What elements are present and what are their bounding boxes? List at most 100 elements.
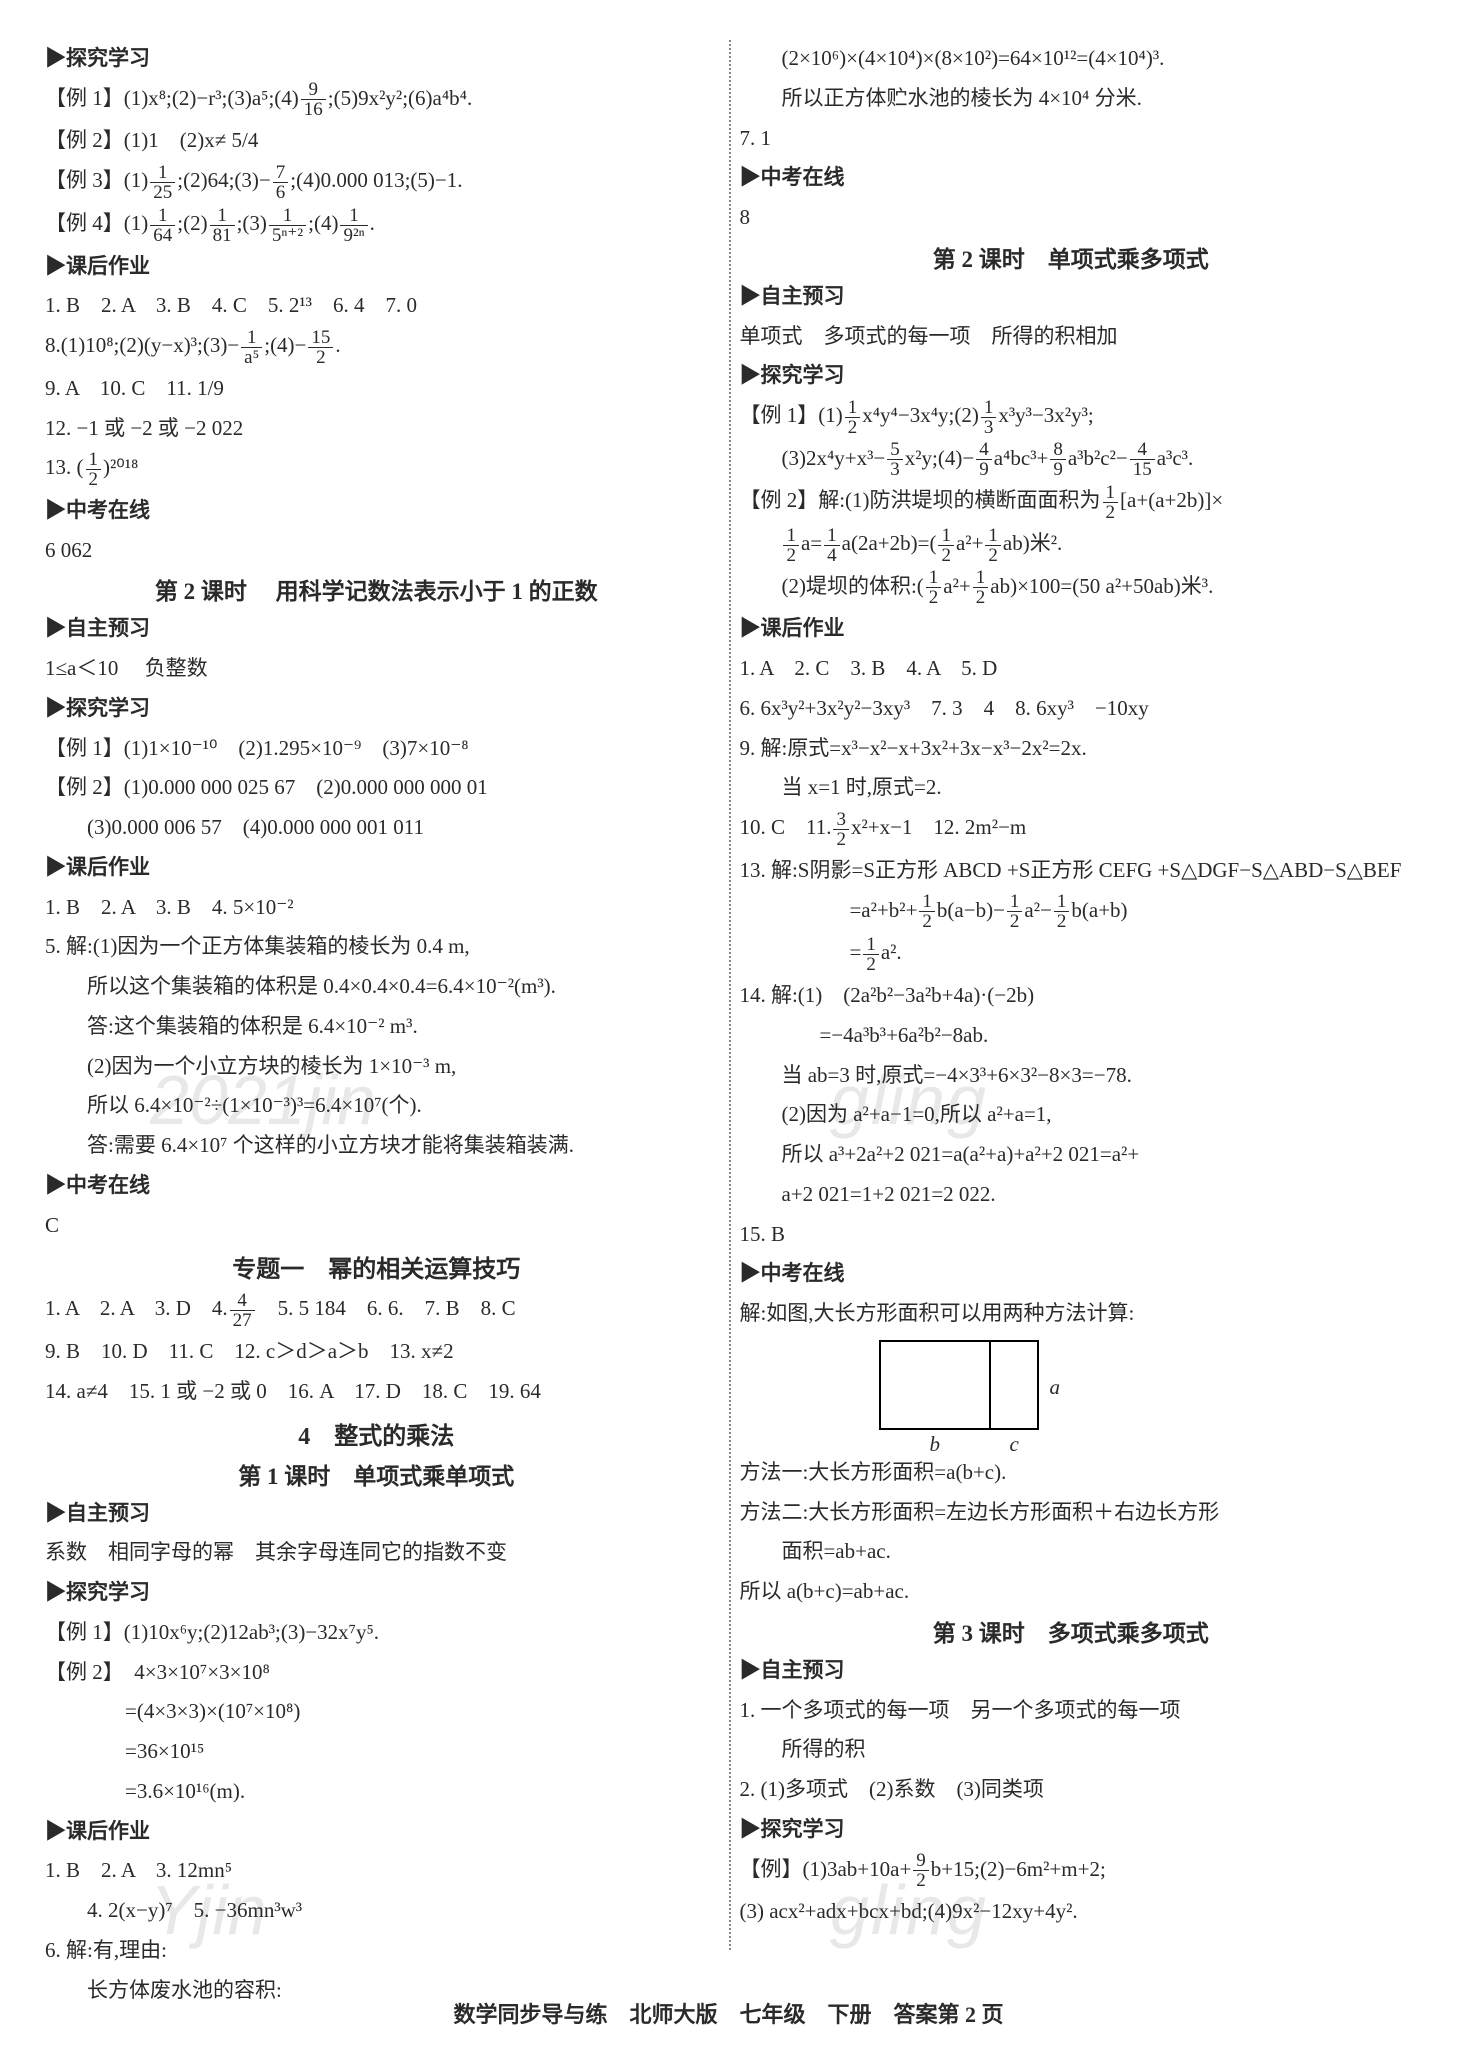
section-marker: ▶课后作业 — [45, 248, 708, 285]
text-line: 【例】(1)3ab+10a+92b+15;(2)−6m²+m+2; — [739, 1851, 1402, 1891]
text-line: 15. B — [739, 1216, 1402, 1253]
text-line: 5. 解:(1)因为一个正方体集装箱的棱长为 0.4 m, — [45, 928, 708, 965]
section-marker: ▶自主预习 — [739, 1652, 1402, 1689]
text-line: 【例 1】(1)12x⁴y⁴−3x⁴y;(2)13x³y³−3x²y³; — [739, 397, 1402, 437]
text-line: =3.6×10¹⁶(m). — [45, 1773, 708, 1810]
section-marker: ▶探究学习 — [739, 357, 1402, 394]
section-marker: ▶探究学习 — [45, 690, 708, 727]
text-line: 【例 1】(1)x⁸;(2)−r³;(3)a⁵;(4)916;(5)9x²y²;… — [45, 80, 708, 120]
text-line: (2)堤坝的体积:(12a²+12ab)×100=(50 a²+50ab)米³. — [739, 568, 1402, 608]
text-line: 【例 2】解:(1)防洪堤坝的横断面面积为12[a+(a+2b)]× — [739, 482, 1402, 522]
text-line: 6. 解:有,理由: — [45, 1932, 708, 1969]
rectangle-diagram: a b c — [879, 1340, 1079, 1450]
section-marker: ▶课后作业 — [45, 1813, 708, 1850]
text-line: 7. 1 — [739, 120, 1402, 157]
text-line: 所以 6.4×10⁻²÷(1×10⁻³)³=6.4×10⁷(个). — [45, 1087, 708, 1124]
text-line: (2×10⁶)×(4×10⁴)×(8×10²)=64×10¹²=(4×10⁴)³… — [739, 40, 1402, 77]
text-line: 【例 3】(1)125;(2)64;(3)−76;(4)0.000 013;(5… — [45, 162, 708, 202]
text-line: 6 062 — [45, 532, 708, 569]
text-line: a+2 021=1+2 021=2 022. — [739, 1176, 1402, 1213]
column-divider — [729, 40, 737, 1950]
heading: 4 整式的乘法 — [45, 1416, 708, 1451]
text-line: 单项式 多项式的每一项 所得的积相加 — [739, 318, 1402, 355]
text-line: (2)因为一个小立方块的棱长为 1×10⁻³ m, — [45, 1048, 708, 1085]
section-marker: ▶探究学习 — [45, 40, 708, 77]
text-line: 长方体废水池的容积: — [45, 1972, 708, 2009]
text-line: 【例 2】 4×3×10⁷×3×10⁸ — [45, 1654, 708, 1691]
subheading: 第 3 课时 多项式乘多项式 — [739, 1614, 1402, 1648]
subheading: 第 2 课时 单项式乘多项式 — [739, 240, 1402, 274]
text-line: 【例 2】(1)1 (2)x≠ 5/4 — [45, 122, 708, 159]
text-line: 1≤a＜10 负整数 — [45, 650, 708, 687]
text-line: 4. 2(x−y)⁷ 5. −36mn³w³ — [45, 1892, 708, 1929]
text-line: 9. 解:原式=x³−x²−x+3x²+3x−x³−2x²=2x. — [739, 730, 1402, 767]
text-line: (3)2x⁴y+x³−53x²y;(4)−49a⁴bc³+89a³b²c²−41… — [739, 440, 1402, 480]
text-line: 【例 4】(1)164;(2)181;(3)15ⁿ⁺²;(4)19²ⁿ. — [45, 205, 708, 245]
text-line: 所得的积 — [739, 1731, 1402, 1768]
right-column: (2×10⁶)×(4×10⁴)×(8×10²)=64×10¹²=(4×10⁴)³… — [739, 40, 1412, 1950]
left-column: ▶探究学习 【例 1】(1)x⁸;(2)−r³;(3)a⁵;(4)916;(5)… — [45, 40, 718, 1950]
text-line: (3) acx²+adx+bcx+bd;(4)9x²−12xy+4y². — [739, 1893, 1402, 1930]
text-line: 1. B 2. A 3. B 4. 5×10⁻² — [45, 889, 708, 926]
section-marker: ▶中考在线 — [45, 492, 708, 529]
label-b: b — [929, 1432, 940, 1457]
text-line: 1. B 2. A 3. B 4. C 5. 2¹³ 6. 4 7. 0 — [45, 287, 708, 324]
text-line: 【例 1】(1)10x⁶y;(2)12ab³;(3)−32x⁷y⁵. — [45, 1614, 708, 1651]
text-line: 8 — [739, 199, 1402, 236]
section-marker: ▶中考在线 — [45, 1167, 708, 1204]
text-line: 解:如图,大长方形面积可以用两种方法计算: — [739, 1295, 1402, 1332]
text-line: 12a=14a(2a+2b)=(12a²+12ab)米². — [739, 525, 1402, 565]
text-line: 13. (12)²⁰¹⁸ — [45, 449, 708, 489]
label-a: a — [1049, 1375, 1060, 1400]
text-line: (2)因为 a²+a−1=0,所以 a²+a=1, — [739, 1096, 1402, 1133]
text-line: 面积=ab+ac. — [739, 1533, 1402, 1570]
section-marker: ▶课后作业 — [45, 849, 708, 886]
text-line: 方法一:大长方形面积=a(b+c). — [739, 1454, 1402, 1491]
text-line: 12. −1 或 −2 或 −2 022 — [45, 410, 708, 447]
text-line: 8.(1)10⁸;(2)(y−x)³;(3)−1a⁵;(4)−152. — [45, 327, 708, 367]
section-marker: ▶自主预习 — [45, 610, 708, 647]
section-marker: ▶课后作业 — [739, 610, 1402, 647]
section-marker: ▶中考在线 — [739, 1255, 1402, 1292]
text-line: =a²+b²+12b(a−b)−12a²−12b(a+b) — [739, 892, 1402, 932]
rect-divider — [989, 1340, 991, 1430]
text-line: 当 x=1 时,原式=2. — [739, 769, 1402, 806]
text-line: 2. (1)多项式 (2)系数 (3)同类项 — [739, 1771, 1402, 1808]
text-line: =(4×3×3)×(10⁷×10⁸) — [45, 1693, 708, 1730]
subheading: 第 2 课时 用科学记数法表示小于 1 的正数 — [45, 572, 708, 606]
text-line: 【例 2】(1)0.000 000 025 67 (2)0.000 000 00… — [45, 769, 708, 806]
text-line: (3)0.000 006 57 (4)0.000 000 001 011 — [45, 809, 708, 846]
text-line: C — [45, 1207, 708, 1244]
text-line: 1. A 2. C 3. B 4. A 5. D — [739, 650, 1402, 687]
text-line: 9. B 10. D 11. C 12. c＞d＞a＞b 13. x≠2 — [45, 1333, 708, 1370]
text-line: 9. A 10. C 11. 1/9 — [45, 370, 708, 407]
heading: 专题一 幂的相关运算技巧 — [45, 1249, 708, 1284]
text-line: 【例 1】(1)1×10⁻¹⁰ (2)1.295×10⁻⁹ (3)7×10⁻⁸ — [45, 730, 708, 767]
text-line: 当 ab=3 时,原式=−4×3³+6×3²−8×3=−78. — [739, 1057, 1402, 1094]
section-marker: ▶自主预习 — [45, 1495, 708, 1532]
text-line: 14. a≠4 15. 1 或 −2 或 0 16. A 17. D 18. C… — [45, 1373, 708, 1410]
text-line: 所以 a³+2a²+2 021=a(a²+a)+a²+2 021=a²+ — [739, 1136, 1402, 1173]
section-marker: ▶自主预习 — [739, 278, 1402, 315]
text-line: 6. 6x³y²+3x²y²−3xy³ 7. 3 4 8. 6xy³ −10xy — [739, 690, 1402, 727]
text-line: 方法二:大长方形面积=左边长方形面积＋右边长方形 — [739, 1494, 1402, 1531]
text-line: 1. A 2. A 3. D 4.427 5. 5 184 6. 6. 7. B… — [45, 1290, 708, 1330]
text-line: 答:这个集装箱的体积是 6.4×10⁻² m³. — [45, 1008, 708, 1045]
text-line: 1. 一个多项式的每一项 另一个多项式的每一项 — [739, 1692, 1402, 1729]
text-line: 所以正方体贮水池的棱长为 4×10⁴ 分米. — [739, 80, 1402, 117]
text-line: 10. C 11.32x²+x−1 12. 2m²−m — [739, 809, 1402, 849]
page-content: ▶探究学习 【例 1】(1)x⁸;(2)−r³;(3)a⁵;(4)916;(5)… — [0, 0, 1457, 1960]
section-marker: ▶中考在线 — [739, 159, 1402, 196]
text-line: 1. B 2. A 3. 12mn⁵ — [45, 1852, 708, 1889]
text-line: 系数 相同字母的幂 其余字母连同它的指数不变 — [45, 1534, 708, 1571]
text-line: =−4a³b³+6a²b²−8ab. — [739, 1017, 1402, 1054]
text-line: 答:需要 6.4×10⁷ 个这样的小立方块才能将集装箱装满. — [45, 1127, 708, 1164]
text-line: =36×10¹⁵ — [45, 1733, 708, 1770]
rect-outline — [879, 1340, 1039, 1430]
text-line: 所以 a(b+c)=ab+ac. — [739, 1573, 1402, 1610]
section-marker: ▶探究学习 — [45, 1574, 708, 1611]
label-c: c — [1009, 1432, 1018, 1457]
text-line: =12a². — [739, 934, 1402, 974]
section-marker: ▶探究学习 — [739, 1811, 1402, 1848]
text-line: 14. 解:(1) (2a²b²−3a²b+4a)·(−2b) — [739, 977, 1402, 1014]
